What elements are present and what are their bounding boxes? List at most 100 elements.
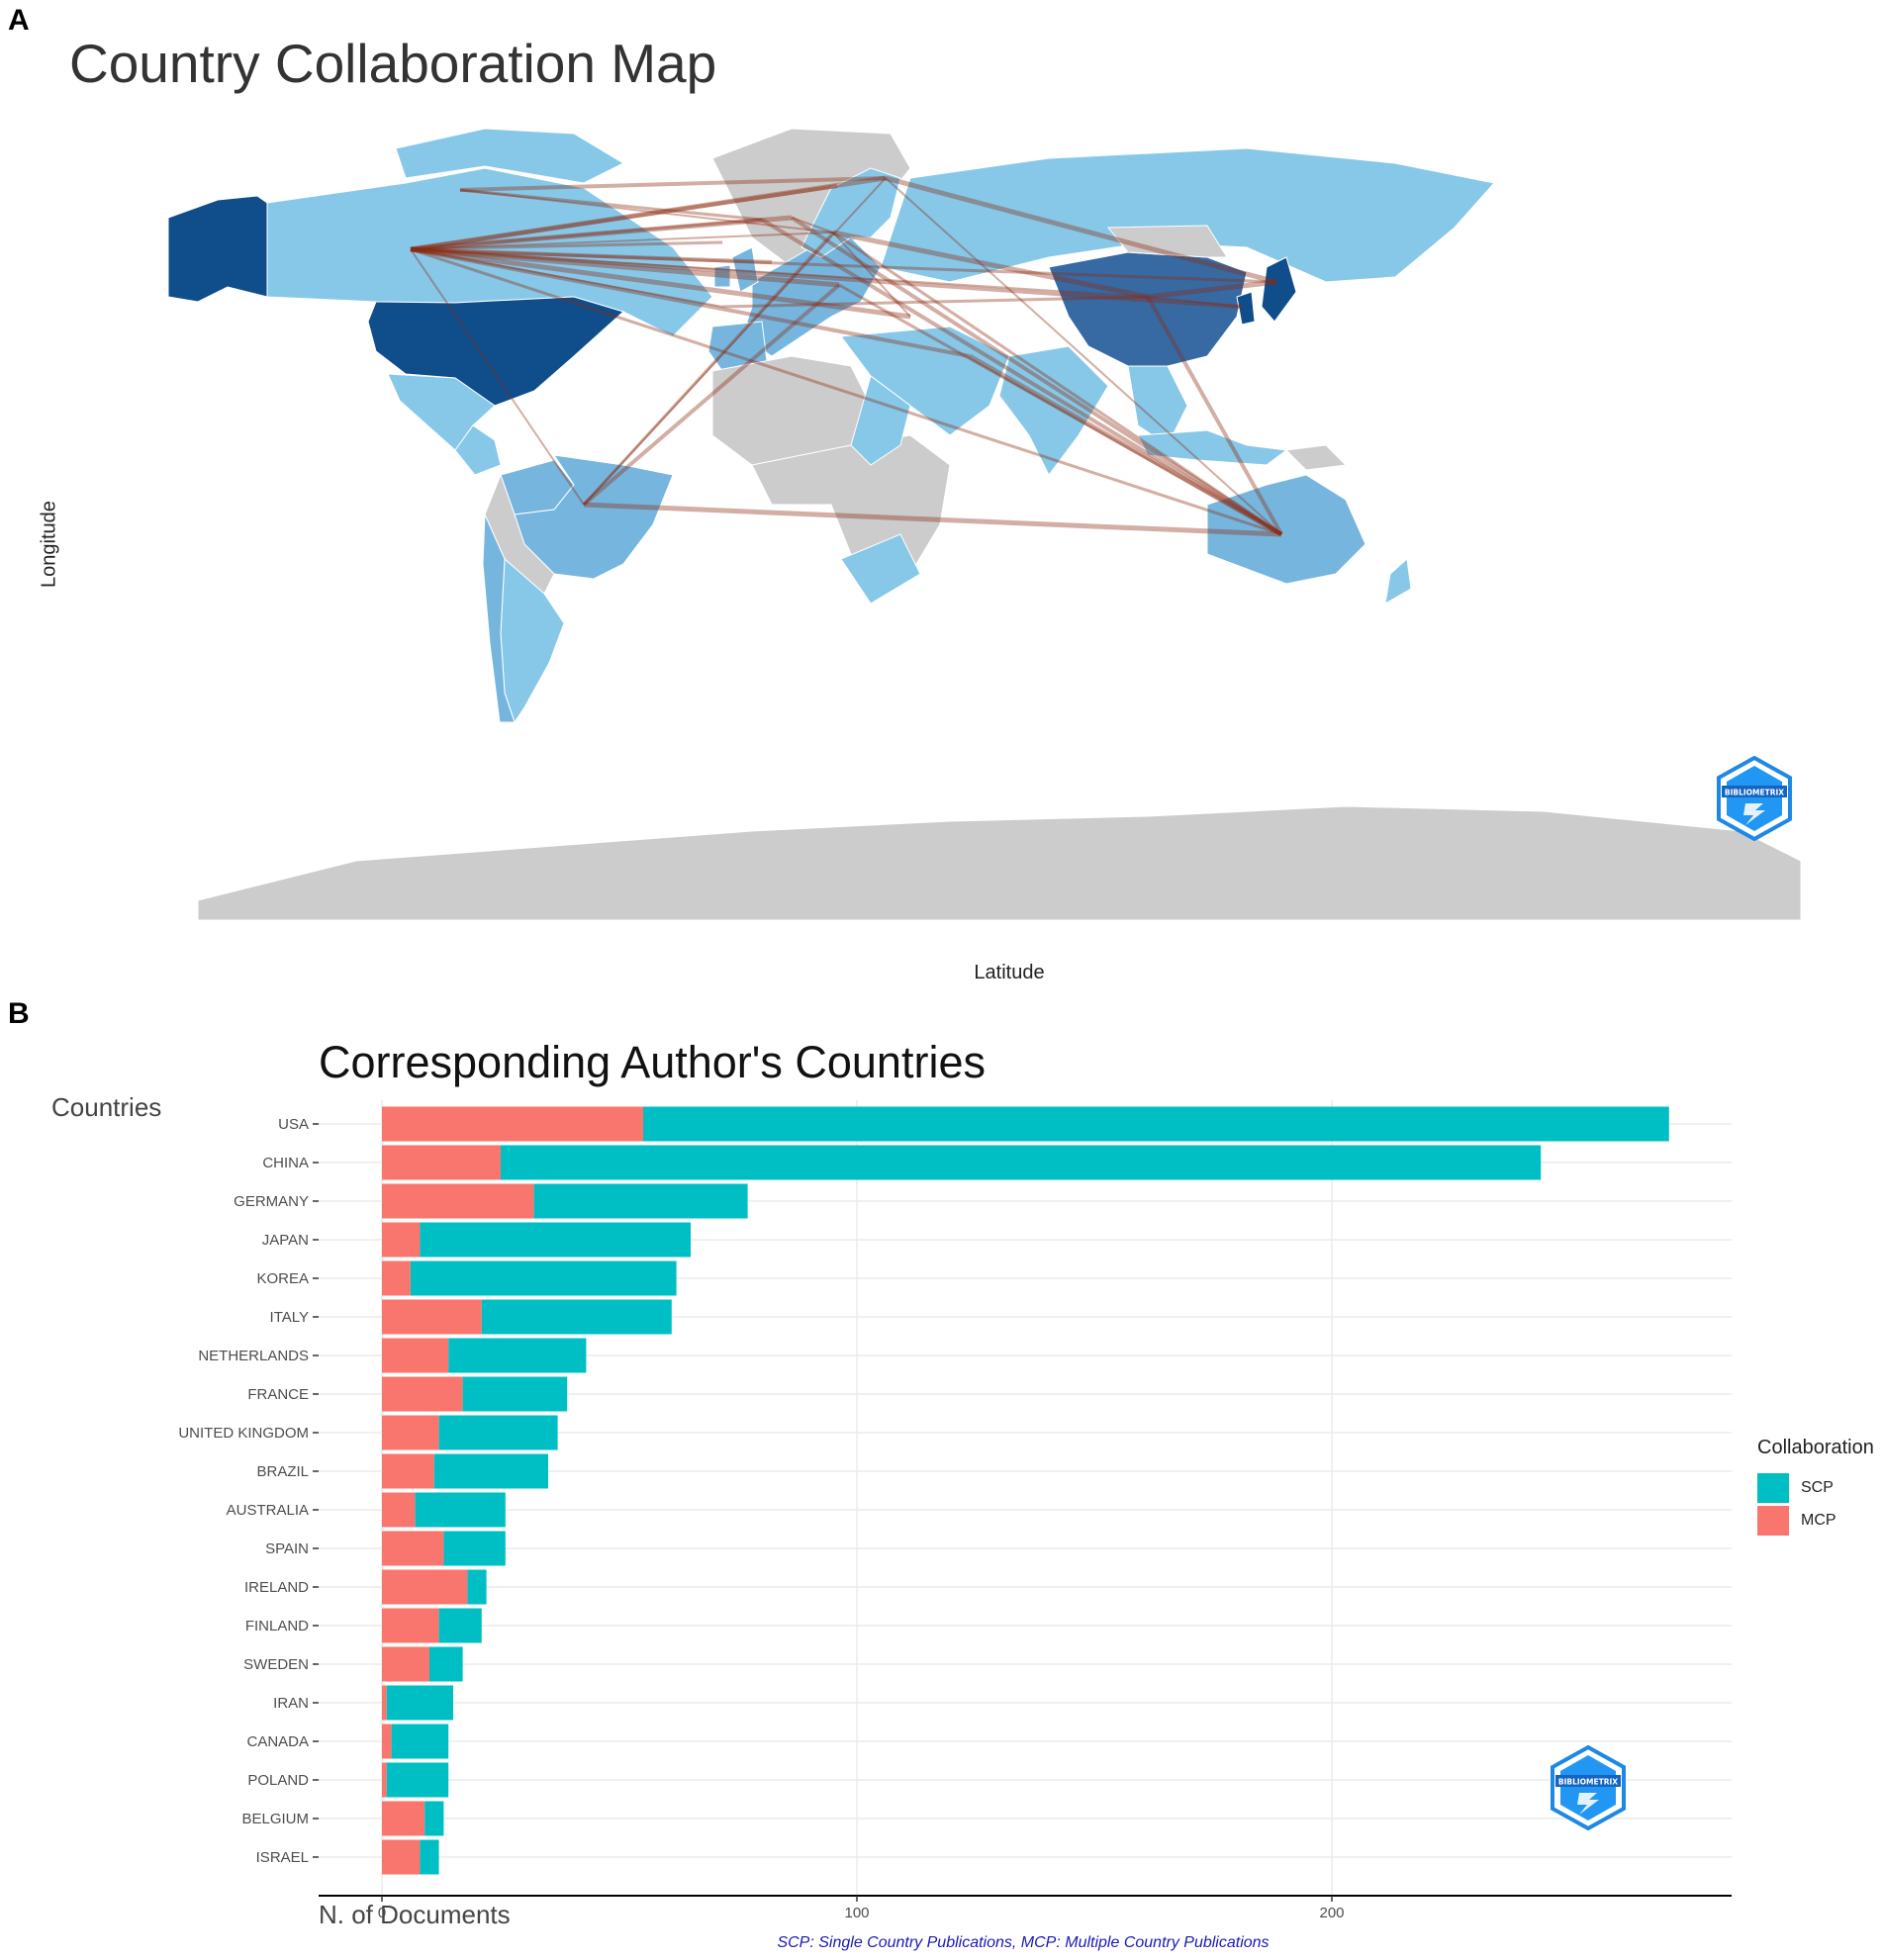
country-japan bbox=[1261, 256, 1297, 323]
legend-swatch-mcp bbox=[1757, 1505, 1789, 1536]
bar-x-axis-title: N. of Documents bbox=[319, 1900, 511, 1929]
bar-mcp-ireland bbox=[382, 1569, 468, 1605]
y-tick-label-13: FINLAND bbox=[245, 1618, 309, 1634]
y-tick-label-19: ISRAEL bbox=[256, 1849, 309, 1866]
collab-link-30 bbox=[582, 283, 841, 507]
bar-scp-italy bbox=[481, 1299, 672, 1335]
bar-scp-canada bbox=[391, 1724, 449, 1759]
collab-link-8 bbox=[410, 248, 585, 506]
collab-link-21 bbox=[832, 231, 1282, 536]
bar-mcp-brazil bbox=[382, 1453, 434, 1489]
bar-scp-japan bbox=[420, 1222, 691, 1258]
collab-link-17 bbox=[459, 188, 763, 222]
country-chile bbox=[482, 513, 516, 723]
country-scandinavia bbox=[800, 167, 901, 258]
y-tick-label-14: SWEDEN bbox=[243, 1656, 309, 1673]
y-tick-label-1: CHINA bbox=[262, 1155, 309, 1171]
y-tick-label-0: USA bbox=[278, 1116, 309, 1133]
collab-link-15 bbox=[410, 246, 911, 320]
panel-letter-b: B bbox=[8, 997, 30, 1030]
collab-link-24 bbox=[885, 177, 1282, 535]
collab-link-28 bbox=[1147, 296, 1243, 308]
collab-link-12 bbox=[410, 248, 723, 308]
logo-map-text: BIBLIOMETRIX bbox=[1725, 789, 1784, 797]
bar-scp-france bbox=[462, 1376, 568, 1412]
bar-mcp-usa bbox=[382, 1106, 643, 1142]
legend-label-scp: SCP bbox=[1801, 1478, 1834, 1496]
y-tick-label-7: FRANCE bbox=[247, 1386, 309, 1403]
bar-mcp-united-kingdom bbox=[382, 1415, 439, 1450]
collab-link-10 bbox=[410, 184, 838, 251]
country-australia bbox=[1206, 474, 1366, 585]
country-korea bbox=[1236, 291, 1256, 326]
bar-scp-united-kingdom bbox=[438, 1415, 558, 1450]
bar-scp-netherlands bbox=[448, 1338, 587, 1373]
map-title: Country Collaboration Map bbox=[69, 33, 717, 94]
collab-link-20 bbox=[791, 217, 834, 233]
country-ireland bbox=[713, 264, 731, 288]
bar-scp-korea bbox=[410, 1260, 677, 1296]
bar-scp-poland bbox=[386, 1762, 449, 1798]
bar-y-axis-title: Countries bbox=[51, 1092, 162, 1122]
bar-mcp-italy bbox=[382, 1299, 482, 1335]
collab-link-19 bbox=[832, 230, 1149, 300]
y-tick-label-16: CANADA bbox=[246, 1733, 309, 1750]
collab-link-14 bbox=[410, 247, 971, 358]
collab-link-36 bbox=[832, 232, 911, 318]
collab-link-5 bbox=[410, 247, 1277, 284]
bibliometrix-logo-bar: BIBLIOMETRIX bbox=[1551, 1745, 1626, 1830]
collab-link-32 bbox=[583, 177, 887, 506]
bar-scp-spain bbox=[443, 1531, 506, 1566]
collab-link-13 bbox=[410, 240, 723, 251]
bar-mcp-canada bbox=[382, 1724, 392, 1759]
collaboration-links bbox=[410, 175, 1283, 537]
collab-link-34 bbox=[790, 216, 1283, 536]
y-tick-label-4: KOREA bbox=[256, 1270, 309, 1287]
bar-mcp-china bbox=[382, 1145, 501, 1180]
bar-scp-ireland bbox=[467, 1569, 487, 1605]
collab-link-0 bbox=[410, 232, 834, 250]
legend-item-scp: SCP bbox=[1757, 1471, 1874, 1504]
bar-gridlines bbox=[319, 1100, 1732, 1896]
collab-link-11 bbox=[410, 175, 887, 252]
collab-link-23 bbox=[885, 175, 1277, 285]
collab-link-22 bbox=[760, 218, 1283, 536]
logo-bar-text: BIBLIOMETRIX bbox=[1558, 1778, 1618, 1787]
bar-scp-brazil bbox=[433, 1453, 548, 1489]
legend-label-mcp: MCP bbox=[1801, 1511, 1836, 1529]
y-tick-label-9: BRAZIL bbox=[256, 1463, 309, 1480]
legend-title: Collaboration bbox=[1757, 1437, 1874, 1458]
country-indonesia bbox=[1137, 429, 1288, 466]
x-tick-label-2: 200 bbox=[1319, 1905, 1344, 1921]
y-tick-label-12: IRELAND bbox=[244, 1579, 309, 1596]
country-central-america bbox=[454, 424, 502, 476]
bar-chart-title: Corresponding Author's Countries bbox=[319, 1037, 986, 1087]
y-tick-label-5: ITALY bbox=[270, 1309, 309, 1326]
bar-scp-iran bbox=[386, 1685, 453, 1721]
bibliometrix-logo-map: BIBLIOMETRIX bbox=[1717, 756, 1792, 841]
y-tick-label-11: SPAIN bbox=[265, 1540, 309, 1557]
bar-scp-sweden bbox=[429, 1646, 463, 1682]
country-usa bbox=[367, 296, 624, 407]
country-brazil bbox=[514, 454, 674, 580]
panel-letter-a: A bbox=[8, 4, 30, 37]
collab-link-6 bbox=[410, 247, 1243, 309]
collab-link-35 bbox=[968, 353, 1283, 537]
world-collaboration-map bbox=[167, 128, 1802, 921]
y-tick-label-18: BELGIUM bbox=[241, 1811, 309, 1827]
bar-mcp-israel bbox=[382, 1839, 421, 1875]
collaboration-legend: Collaboration SCP MCP bbox=[1757, 1437, 1874, 1537]
collab-link-33 bbox=[721, 295, 1149, 309]
bar-mcp-spain bbox=[382, 1531, 444, 1566]
bar-scp-australia bbox=[415, 1492, 506, 1528]
bar-axes: USA CHINA GERMANY JAPAN KOREA ITALY NETHERLAND… bbox=[178, 1116, 1732, 1921]
bar-mcp-australia bbox=[382, 1492, 416, 1528]
bar-mcp-france bbox=[382, 1376, 463, 1412]
country-se-asia bbox=[1127, 365, 1188, 446]
bar-mcp-poland bbox=[382, 1762, 387, 1798]
bar-scp-china bbox=[501, 1145, 1542, 1180]
legend-item-mcp: MCP bbox=[1757, 1504, 1874, 1537]
y-tick-label-8: UNITED KINGDOM bbox=[178, 1425, 309, 1442]
country-russia bbox=[880, 147, 1495, 283]
x-tick-label-0: 0 bbox=[378, 1905, 386, 1921]
